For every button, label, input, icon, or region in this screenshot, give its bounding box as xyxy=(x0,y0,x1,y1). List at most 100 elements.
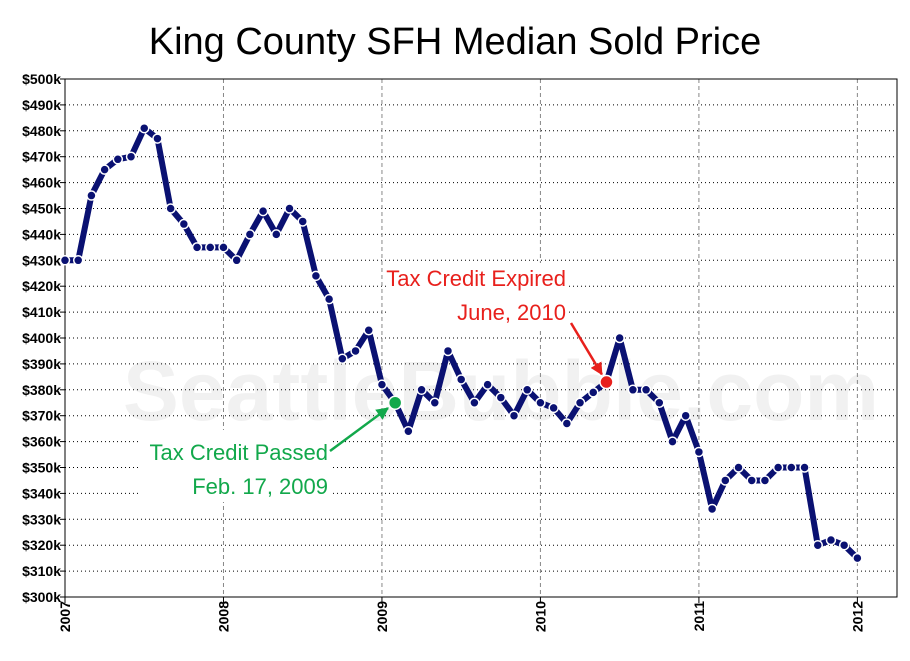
plot-frame xyxy=(64,78,898,598)
data-point xyxy=(112,154,124,165)
y-tick-label: $330k xyxy=(22,511,61,527)
y-tick-label: $320k xyxy=(22,537,61,553)
tax-credit-passed-box xyxy=(141,430,332,502)
data-point xyxy=(231,255,242,266)
x-tick-label: 2009 xyxy=(374,601,390,632)
data-point xyxy=(852,552,863,564)
x-tick-label: 2007 xyxy=(57,601,73,632)
data-point xyxy=(508,410,520,421)
data-point xyxy=(350,345,361,357)
data-point xyxy=(825,534,837,546)
data-point xyxy=(746,475,757,486)
data-point xyxy=(244,229,256,240)
data-point xyxy=(535,397,546,408)
data-point xyxy=(720,475,731,486)
data-point xyxy=(337,353,348,364)
data-point xyxy=(165,203,176,214)
data-point xyxy=(469,397,480,408)
y-tick-label: $370k xyxy=(22,408,61,424)
data-point xyxy=(310,270,322,282)
data-point xyxy=(416,384,427,396)
data-point xyxy=(521,384,533,396)
data-point xyxy=(693,446,705,458)
watermark-text: SeattleBubble.com xyxy=(123,344,879,438)
data-point xyxy=(152,133,163,144)
data-point xyxy=(759,475,771,486)
data-point xyxy=(205,242,216,253)
data-point xyxy=(680,410,691,421)
x-tick-label: 2012 xyxy=(849,601,865,632)
y-tick-label: $360k xyxy=(22,434,61,450)
tax-credit-expired-arrow xyxy=(569,322,603,376)
data-point xyxy=(588,387,599,398)
data-point xyxy=(72,255,84,266)
data-point xyxy=(786,462,797,473)
data-point xyxy=(99,164,110,175)
y-tick-label: $300k xyxy=(22,589,61,605)
data-point xyxy=(561,418,573,429)
data-point xyxy=(640,384,652,396)
y-tick-label: $450k xyxy=(22,201,61,217)
y-tick-label: $490k xyxy=(22,97,61,113)
data-point xyxy=(376,379,388,390)
y-tick-label: $440k xyxy=(22,226,61,242)
data-point xyxy=(297,216,308,227)
y-tick-label: $430k xyxy=(22,252,61,268)
data-point xyxy=(733,462,744,473)
y-tick-label: $380k xyxy=(22,382,61,398)
data-point xyxy=(86,190,97,201)
data-point xyxy=(706,503,718,515)
tax-credit-passed-label: Tax Credit Passed xyxy=(149,440,328,465)
x-tick-label: 2008 xyxy=(215,601,231,632)
tax-credit-passed-arrow xyxy=(329,407,389,453)
y-tick-label: $460k xyxy=(22,175,61,191)
data-point xyxy=(482,379,493,390)
data-point xyxy=(838,539,850,551)
y-tick-label: $310k xyxy=(22,563,61,579)
data-point xyxy=(627,384,639,396)
data-point xyxy=(403,425,414,437)
data-point xyxy=(548,402,559,414)
data-point xyxy=(574,397,586,408)
x-tick-label: 2011 xyxy=(691,601,707,632)
data-point xyxy=(218,242,229,253)
data-point xyxy=(455,374,467,385)
data-point xyxy=(138,122,150,134)
tax-credit-expired-label: Tax Credit Expired xyxy=(386,266,566,291)
y-tick-label: $400k xyxy=(22,330,61,346)
y-tick-label: $470k xyxy=(22,149,61,165)
data-point xyxy=(429,397,441,408)
y-tick-label: $390k xyxy=(22,356,61,372)
y-tick-label: $500k xyxy=(22,71,61,87)
data-point xyxy=(442,345,454,357)
y-tick-label: $420k xyxy=(22,278,61,294)
y-tick-label: $410k xyxy=(22,304,61,320)
tax-credit-expired-label: June, 2010 xyxy=(457,300,566,325)
data-point xyxy=(178,218,190,230)
tax-credit-expired-box xyxy=(387,263,569,328)
data-point xyxy=(799,462,810,473)
y-tick-label: $350k xyxy=(22,460,61,476)
tax-credit-passed-marker xyxy=(387,395,403,410)
data-point xyxy=(667,436,678,447)
data-point xyxy=(495,392,507,403)
chart-title: King County SFH Median Sold Price xyxy=(149,21,762,63)
tax-credit-passed-label: Feb. 17, 2009 xyxy=(192,474,328,499)
data-point xyxy=(257,205,269,217)
data-point xyxy=(614,332,625,344)
data-point xyxy=(125,151,137,162)
data-point xyxy=(812,539,824,551)
data-point xyxy=(284,203,295,214)
y-tick-label: $340k xyxy=(22,485,61,501)
data-point xyxy=(191,242,203,253)
tax-credit-expired-marker xyxy=(599,374,614,390)
data-point xyxy=(772,462,784,473)
y-tick-label: $480k xyxy=(22,123,61,139)
data-point xyxy=(271,229,282,240)
data-point xyxy=(323,293,335,305)
data-point xyxy=(59,255,71,266)
data-point xyxy=(654,397,665,408)
x-tick-label: 2010 xyxy=(532,601,548,632)
